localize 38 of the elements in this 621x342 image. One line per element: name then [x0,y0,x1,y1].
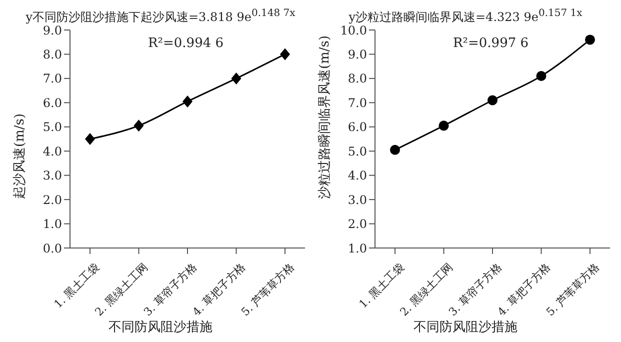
y-tick-label: 9.0 [42,23,62,38]
y-tick-label: 6.0 [42,96,62,110]
y-tick-label: 10.0 [340,23,367,38]
y-axis-title: 起沙风速(m/s) [12,113,28,199]
y-tick-label: 7.0 [42,72,62,86]
y-tick-label: 5.0 [348,144,367,158]
y-tick-label: 0.0 [42,241,62,256]
y-tick-label: 3.0 [42,168,62,183]
x-axis-title: 不同防风阻沙措施 [412,319,518,336]
y-tick-label: 4.0 [42,144,62,158]
point [438,120,449,131]
y-tick-label: 7.0 [348,96,367,110]
y-tick-label: 9.0 [348,47,367,62]
y-tick-label: 1.0 [42,217,62,232]
point [231,72,242,84]
annotation: R²=0.997 6 [453,36,529,51]
y-tick-label: 3.0 [348,192,367,207]
y-tick-label: 1.0 [348,241,367,256]
y-tick-label: 8.0 [42,47,62,62]
chart-title: y不同防沙阻沙措施下起沙风速=3.818 9e$^{0.148 7x}$ [24,8,296,26]
point [536,71,546,82]
x-axis-title: 不同防风阻沙措施 [108,319,214,336]
point [134,120,144,132]
annotation: R²=0.994 6 [148,36,224,51]
y-tick-label: 2.0 [42,192,62,207]
point [488,95,498,106]
y-tick-label: 2.0 [348,217,367,232]
point [85,133,95,145]
y-tick-label: 8.0 [348,72,367,86]
point [585,34,595,45]
y-tick-label: 5.0 [42,120,62,134]
y-tick-label: 6.0 [348,120,367,134]
y-axis-title: 沙粒过路瞬间临界风速(m/s) [318,35,333,199]
point [390,144,400,155]
point [182,95,192,108]
chart-title: y沙粒过路瞬间临界风速=4.323 9e$^{0.157 1x}$ [348,8,584,26]
point [280,48,290,60]
y-tick-label: 4.0 [348,168,367,183]
